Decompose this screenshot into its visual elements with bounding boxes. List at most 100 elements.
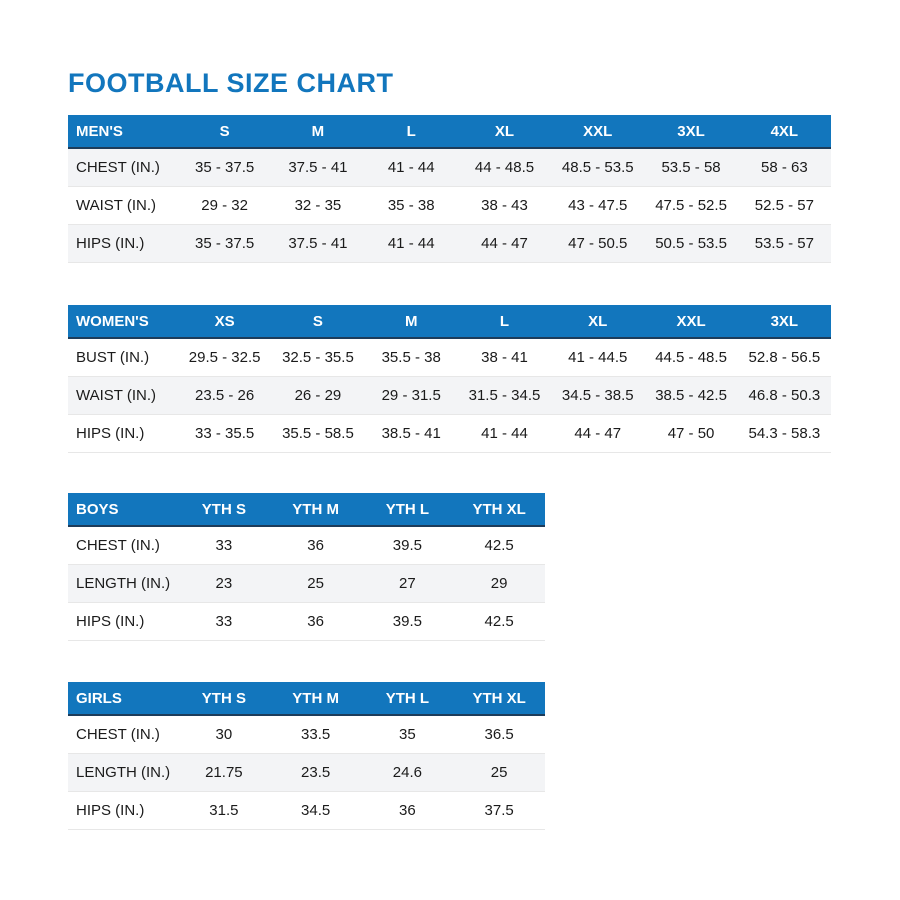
- table-cell: 58 - 63: [737, 148, 831, 187]
- column-header: M: [364, 305, 458, 339]
- table-cell: 27: [361, 564, 454, 603]
- row-label: HIPS (IN.): [68, 224, 178, 263]
- column-header: S: [271, 305, 365, 339]
- table-cell: 38 - 41: [457, 338, 552, 377]
- table-cell: 41 - 44: [364, 224, 458, 263]
- table-row: WAIST (IN.) 29 - 32 32 - 35 35 - 38 38 - 43 4…: [68, 186, 831, 225]
- table-cell: 36: [269, 526, 362, 565]
- table-row: CHEST (IN.) 30 33.5 35 36.5: [68, 715, 545, 754]
- table-cell: 33.5: [269, 715, 362, 754]
- table-cell: 43 - 47.5: [551, 186, 645, 225]
- table-cell: 26 - 29: [271, 376, 365, 415]
- table-cell: 23: [178, 564, 270, 603]
- table-cell: 44 - 47: [551, 414, 645, 453]
- table-cell: 23.5 - 26: [178, 376, 272, 415]
- table-cell: 23.5: [269, 753, 362, 792]
- table-cell: 38.5 - 42.5: [644, 376, 738, 415]
- row-label: CHEST (IN.): [68, 148, 178, 187]
- table-cell: 54.3 - 58.3: [737, 414, 831, 453]
- table-cell: 33: [178, 602, 270, 641]
- table-cell: 44 - 47: [457, 224, 552, 263]
- table-cell: 47.5 - 52.5: [644, 186, 738, 225]
- table-cell: 36: [361, 791, 454, 830]
- table-cell: 34.5: [269, 791, 362, 830]
- column-header: XXL: [551, 115, 645, 149]
- row-label: HIPS (IN.): [68, 414, 178, 453]
- table-row: BUST (IN.) 29.5 - 32.5 32.5 - 35.5 35.5 - 3…: [68, 338, 831, 377]
- table-row: CHEST (IN.) 33 36 39.5 42.5: [68, 526, 545, 565]
- table-cell: 35: [361, 715, 454, 754]
- table-cell: 24.6: [361, 753, 454, 792]
- table-cell: 35 - 37.5: [178, 148, 272, 187]
- column-header: YTH S: [178, 682, 270, 716]
- column-header: YTH XL: [453, 493, 545, 527]
- table-cell: 34.5 - 38.5: [551, 376, 645, 415]
- table-cell: 35.5 - 38: [364, 338, 458, 377]
- table-row: HIPS (IN.) 33 - 35.5 35.5 - 58.5 38.5 - 41 4…: [68, 414, 831, 453]
- table-cell: 44.5 - 48.5: [644, 338, 738, 377]
- page-title: FOOTBALL SIZE CHART: [68, 68, 394, 99]
- table-cell: 41 - 44.5: [551, 338, 645, 377]
- table-cell: 25: [269, 564, 362, 603]
- table-cell: 44 - 48.5: [457, 148, 552, 187]
- table-cell: 36.5: [453, 715, 545, 754]
- column-header: YTH M: [269, 682, 362, 716]
- table-cell: 25: [453, 753, 545, 792]
- column-header: 4XL: [737, 115, 831, 149]
- row-label: LENGTH (IN.): [68, 753, 178, 792]
- table-cell: 47 - 50.5: [551, 224, 645, 263]
- header-row: MEN'S S M L XL XXL 3XL 4XL: [68, 115, 831, 149]
- row-label: WAIST (IN.): [68, 376, 178, 415]
- table-cell: 38 - 43: [457, 186, 552, 225]
- table-cell: 29: [453, 564, 545, 603]
- column-header: L: [457, 305, 552, 339]
- row-label: LENGTH (IN.): [68, 564, 178, 603]
- header-row: GIRLS YTH S YTH M YTH L YTH XL: [68, 682, 545, 716]
- column-header: XL: [551, 305, 645, 339]
- table-row: WAIST (IN.) 23.5 - 26 26 - 29 29 - 31.5 31.5…: [68, 376, 831, 415]
- header-row: BOYS YTH S YTH M YTH L YTH XL: [68, 493, 545, 527]
- table-cell: 42.5: [453, 526, 545, 565]
- row-label: WAIST (IN.): [68, 186, 178, 225]
- row-label: HIPS (IN.): [68, 791, 178, 830]
- table-cell: 33 - 35.5: [178, 414, 272, 453]
- table-cell: 42.5: [453, 602, 545, 641]
- table-cell: 37.5: [453, 791, 545, 830]
- table-cell: 29 - 31.5: [364, 376, 458, 415]
- table-row: LENGTH (IN.) 21.75 23.5 24.6 25: [68, 753, 545, 792]
- row-label: CHEST (IN.): [68, 526, 178, 565]
- column-header: XL: [457, 115, 552, 149]
- size-table-mens: MEN'S S M L XL XXL 3XL 4XL CHEST (IN.) 35 - 37.5 3…: [68, 115, 831, 263]
- table-cell: 53.5 - 58: [644, 148, 738, 187]
- table-title: MEN'S: [68, 115, 178, 149]
- table-cell: 32.5 - 35.5: [271, 338, 365, 377]
- table-title: BOYS: [68, 493, 178, 527]
- column-header: YTH L: [361, 493, 454, 527]
- table-cell: 32 - 35: [271, 186, 365, 225]
- header-row: WOMEN'S XS S M L XL XXL 3XL: [68, 305, 831, 339]
- table-cell: 36: [269, 602, 362, 641]
- table-cell: 52.8 - 56.5: [737, 338, 831, 377]
- table-cell: 39.5: [361, 602, 454, 641]
- column-header: YTH M: [269, 493, 362, 527]
- table-row: CHEST (IN.) 35 - 37.5 37.5 - 41 41 - 44 44 -…: [68, 148, 831, 187]
- table-cell: 30: [178, 715, 270, 754]
- column-header: M: [271, 115, 365, 149]
- column-header: YTH XL: [453, 682, 545, 716]
- table-cell: 41 - 44: [457, 414, 552, 453]
- column-header: YTH S: [178, 493, 270, 527]
- size-table-boys: BOYS YTH S YTH M YTH L YTH XL CHEST (IN.) 33 36…: [68, 493, 545, 641]
- table-cell: 31.5 - 34.5: [457, 376, 552, 415]
- table-cell: 21.75: [178, 753, 270, 792]
- row-label: BUST (IN.): [68, 338, 178, 377]
- table-cell: 35 - 38: [364, 186, 458, 225]
- column-header: 3XL: [644, 115, 738, 149]
- table-cell: 46.8 - 50.3: [737, 376, 831, 415]
- column-header: YTH L: [361, 682, 454, 716]
- column-header: 3XL: [737, 305, 831, 339]
- table-cell: 47 - 50: [644, 414, 738, 453]
- column-header: XXL: [644, 305, 738, 339]
- row-label: HIPS (IN.): [68, 602, 178, 641]
- table-cell: 29 - 32: [178, 186, 272, 225]
- table-cell: 31.5: [178, 791, 270, 830]
